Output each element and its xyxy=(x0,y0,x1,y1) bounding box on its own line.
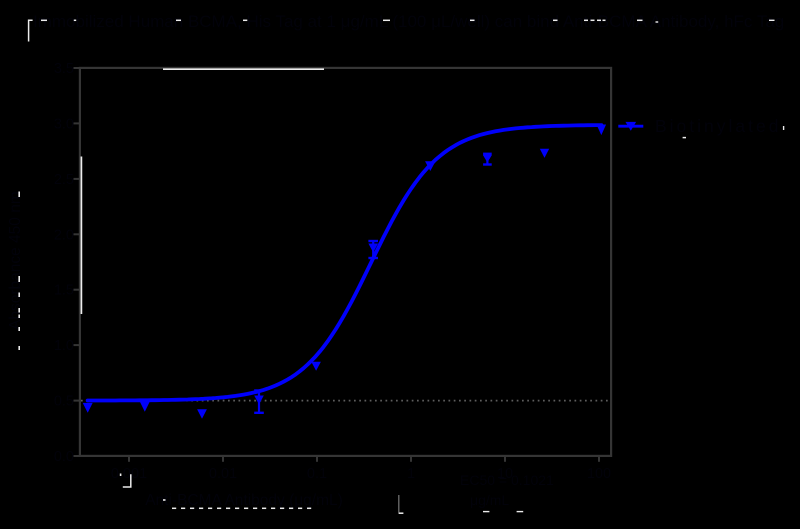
svg-text:1.5: 1.5 xyxy=(54,283,74,299)
svg-text:Immobilized Human BCMA, His Ta: Immobilized Human BCMA, His Tag at 1 μg/… xyxy=(33,12,784,31)
svg-text:0.01: 0.01 xyxy=(209,466,237,482)
svg-text:10: 10 xyxy=(497,466,513,482)
svg-text:Biotinylated: Biotinylated xyxy=(655,116,781,136)
svg-text:0.5: 0.5 xyxy=(54,394,74,410)
svg-text:0.001: 0.001 xyxy=(111,466,147,482)
svg-text:1.0: 1.0 xyxy=(54,338,74,354)
svg-text:μg/mL: μg/mL xyxy=(470,492,509,508)
svg-text:0.0: 0.0 xyxy=(54,449,74,465)
svg-text:2.0: 2.0 xyxy=(54,227,74,243)
svg-text:1: 1 xyxy=(407,466,415,482)
svg-text:EC50 = 0.1021: EC50 = 0.1021 xyxy=(460,472,554,488)
svg-text:100: 100 xyxy=(587,466,611,482)
svg-text:0.1: 0.1 xyxy=(307,466,327,482)
svg-text:Absorbance 450 nm: Absorbance 450 nm xyxy=(7,191,24,330)
svg-text:Anti-BCMA Antibody (μg/mL): Anti-BCMA Antibody (μg/mL) xyxy=(145,492,343,509)
svg-text:3.5: 3.5 xyxy=(54,61,74,77)
svg-text:3.0: 3.0 xyxy=(54,116,74,132)
svg-text:2.5: 2.5 xyxy=(54,172,74,188)
